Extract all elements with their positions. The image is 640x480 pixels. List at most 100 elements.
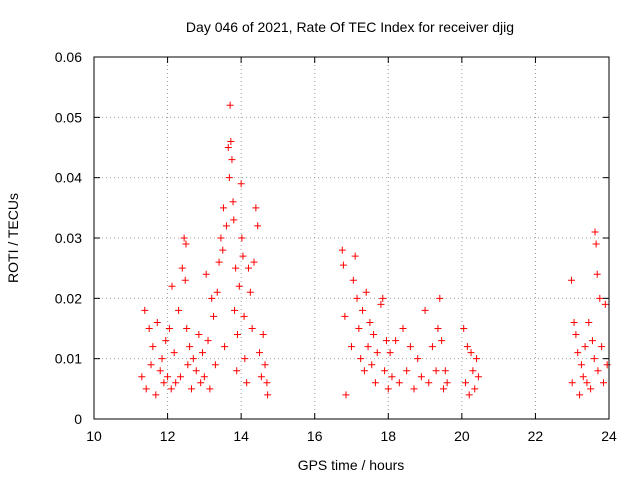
data-point (583, 379, 591, 387)
data-point (142, 385, 150, 393)
data-point (567, 276, 575, 284)
data-point (428, 343, 436, 351)
data-point (147, 361, 155, 369)
data-point (197, 379, 205, 387)
data-point (239, 252, 247, 260)
data-point (462, 379, 470, 387)
data-point (224, 144, 232, 151)
y-tick-label: 0.02 (55, 290, 82, 306)
data-point (366, 318, 374, 326)
data-point (603, 361, 611, 369)
data-point (167, 385, 175, 393)
data-point (240, 312, 248, 320)
data-point (373, 349, 381, 357)
data-point (232, 264, 240, 272)
data-point (263, 379, 271, 387)
data-point (341, 312, 349, 320)
data-point (228, 156, 236, 164)
data-point (219, 204, 227, 212)
data-point (579, 373, 587, 381)
data-point (392, 337, 400, 345)
y-tick-label: 0 (74, 411, 82, 427)
data-point (471, 385, 479, 393)
data-point (210, 312, 218, 320)
data-point (252, 204, 260, 212)
data-point (568, 379, 576, 387)
x-tick-label: 16 (307, 428, 323, 444)
data-point (438, 337, 446, 345)
data-point (178, 264, 186, 272)
axis-ticks: 10 12 14 16 18 20 22 24 0 0.01 0.02 0.03 0.04 0.05 0.0… (55, 49, 617, 444)
y-tick-label: 0.04 (55, 170, 82, 186)
data-point (364, 343, 372, 351)
data-point (158, 355, 166, 363)
data-point (342, 391, 350, 399)
data-point (465, 391, 473, 399)
data-point (591, 228, 599, 236)
data-point (338, 246, 346, 254)
data-point (386, 349, 394, 357)
data-point (241, 355, 249, 363)
data-point (590, 355, 598, 363)
data-point (206, 385, 214, 393)
data-point (243, 379, 251, 387)
data-point (141, 306, 149, 314)
data-point (165, 325, 173, 332)
x-axis-label: GPS time / hours (298, 457, 405, 473)
data-point (417, 373, 425, 381)
data-point (138, 373, 146, 381)
data-point (233, 367, 241, 375)
plot-frame (93, 56, 610, 420)
data-point (441, 367, 449, 375)
data-point (463, 343, 471, 351)
data-point (238, 234, 246, 242)
data-point (355, 325, 363, 332)
data-point (399, 325, 407, 332)
data-point (594, 367, 602, 375)
data-point (395, 379, 403, 387)
data-point (460, 325, 468, 332)
x-tick-label: 20 (454, 428, 470, 444)
y-tick-label: 0.03 (55, 230, 82, 246)
data-point (259, 331, 267, 339)
data-point (370, 331, 378, 339)
data-point (195, 331, 203, 339)
data-point (248, 325, 256, 332)
x-tick-label: 10 (86, 428, 102, 444)
data-point (439, 385, 447, 393)
y-axis-label: ROTI / TECUs (5, 193, 21, 283)
grid-lines (94, 57, 609, 419)
data-point (581, 343, 589, 351)
data-point (368, 361, 376, 369)
data-point (250, 258, 258, 266)
data-point (469, 367, 477, 375)
data-point (403, 367, 411, 375)
y-tick-label: 0.05 (55, 109, 82, 125)
data-point (227, 137, 235, 145)
data-point (388, 373, 396, 381)
data-point (230, 216, 238, 224)
data-point (229, 198, 237, 206)
data-point (184, 361, 192, 369)
data-point (592, 240, 600, 248)
data-point (474, 373, 482, 381)
data-point (189, 355, 197, 363)
data-point (432, 367, 440, 375)
data-point (219, 246, 227, 254)
data-point (381, 367, 389, 375)
data-point (164, 373, 172, 381)
data-point (357, 355, 365, 363)
x-tick-label: 14 (233, 428, 249, 444)
x-tick-label: 22 (528, 428, 544, 444)
data-point (256, 349, 264, 357)
data-point (222, 222, 230, 230)
data-point (215, 258, 223, 266)
data-point (257, 373, 265, 381)
data-point (181, 276, 189, 284)
data-point (572, 331, 580, 339)
data-point (246, 288, 254, 296)
chart-title: Day 046 of 2021, Rate Of TEC Index for r… (186, 19, 514, 35)
data-point (593, 270, 601, 278)
data-point (180, 234, 188, 242)
